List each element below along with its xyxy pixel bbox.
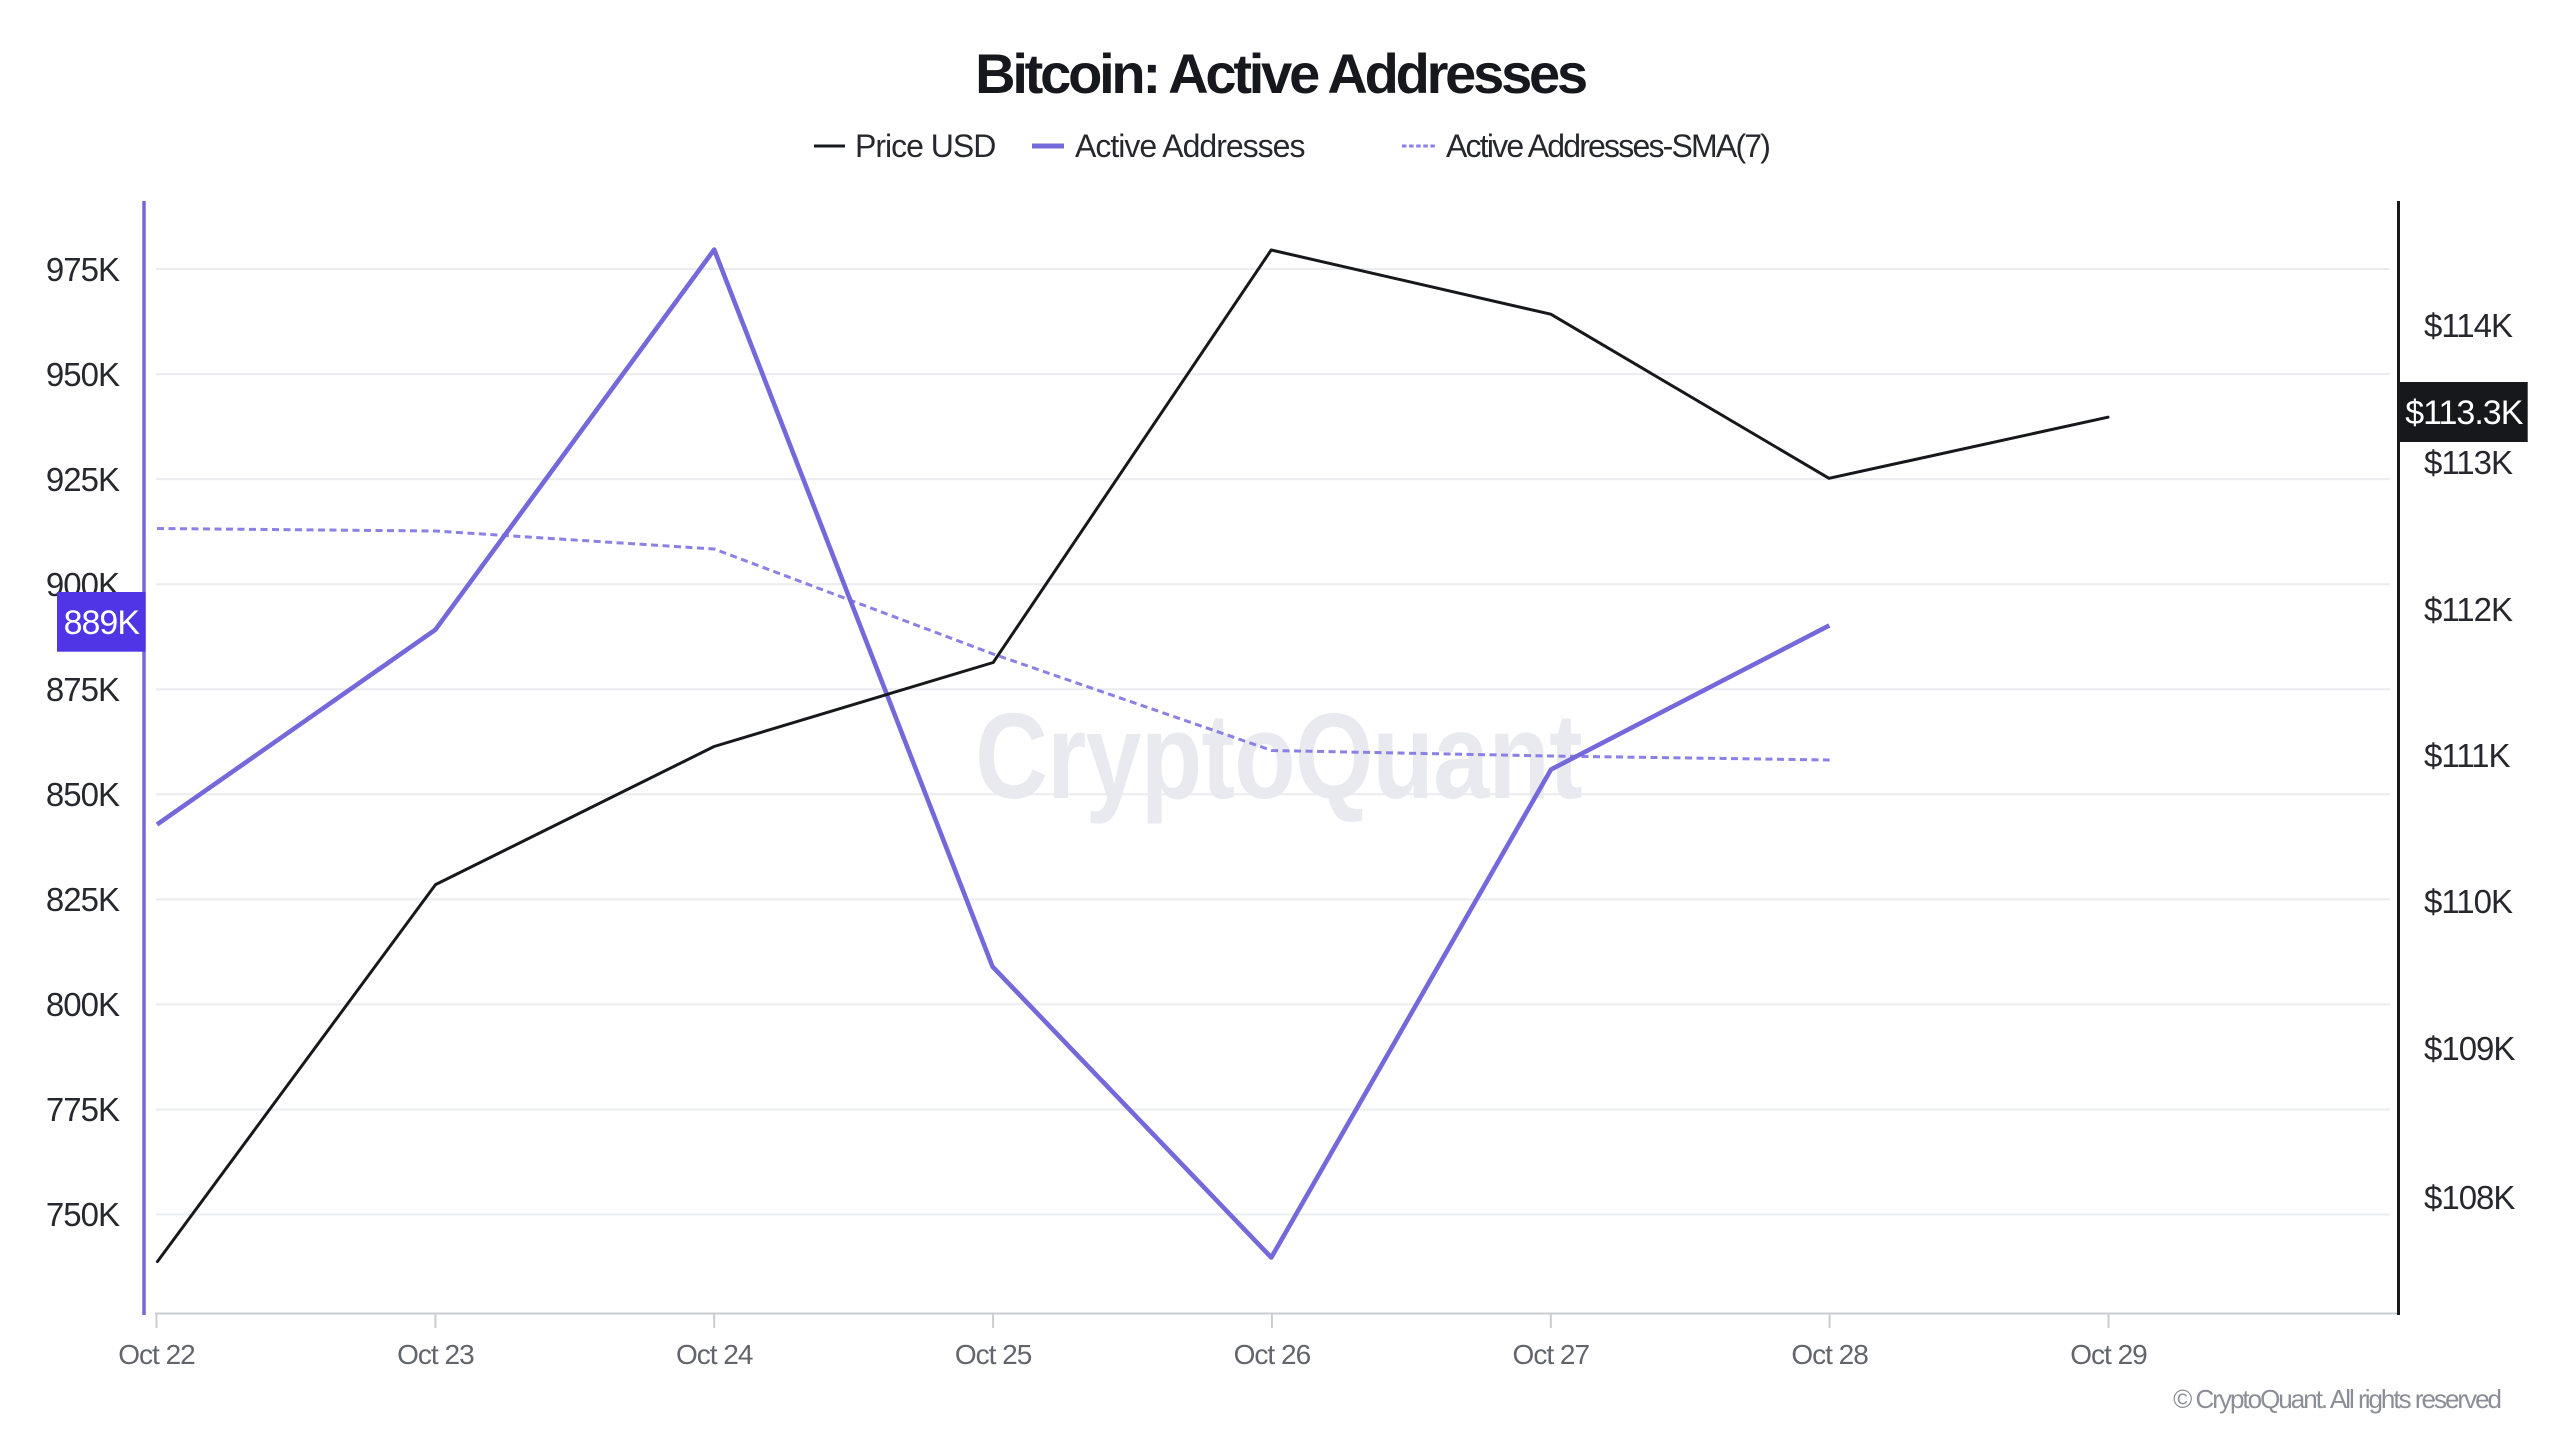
svg-text:925K: 925K: [46, 461, 120, 498]
svg-text:Oct 24: Oct 24: [676, 1339, 753, 1370]
svg-text:875K: 875K: [46, 671, 120, 708]
svg-text:850K: 850K: [46, 776, 120, 813]
svg-text:975K: 975K: [46, 251, 120, 288]
svg-text:Oct 22: Oct 22: [118, 1339, 195, 1370]
svg-text:Active Addresses-SMA(7): Active Addresses-SMA(7): [1446, 128, 1769, 164]
svg-text:889K: 889K: [64, 604, 141, 642]
svg-text:$110K: $110K: [2424, 883, 2513, 920]
svg-text:$113.3K: $113.3K: [2405, 394, 2523, 432]
svg-text:Oct 29: Oct 29: [2070, 1339, 2147, 1370]
svg-text:Bitcoin: Active Addresses: Bitcoin: Active Addresses: [975, 42, 1586, 105]
svg-text:$109K: $109K: [2424, 1030, 2515, 1067]
svg-text:$113K: $113K: [2424, 444, 2513, 481]
svg-text:750K: 750K: [46, 1196, 120, 1233]
svg-text:Oct 27: Oct 27: [1513, 1339, 1590, 1370]
svg-text:Oct 26: Oct 26: [1234, 1339, 1311, 1370]
svg-text:Price USD: Price USD: [855, 128, 995, 164]
svg-text:775K: 775K: [46, 1091, 120, 1128]
svg-text:$112K: $112K: [2424, 591, 2513, 628]
svg-text:950K: 950K: [46, 356, 120, 393]
svg-text:825K: 825K: [46, 881, 120, 918]
svg-text:$108K: $108K: [2424, 1179, 2515, 1216]
svg-text:800K: 800K: [46, 986, 120, 1023]
svg-text:$111K: $111K: [2424, 737, 2511, 774]
svg-text:Active Addresses: Active Addresses: [1075, 128, 1304, 164]
svg-text:Oct 23: Oct 23: [397, 1339, 474, 1370]
svg-text:© CryptoQuant. All rights rese: © CryptoQuant. All rights reserved: [2173, 1384, 2500, 1414]
svg-text:Oct 28: Oct 28: [1791, 1339, 1868, 1370]
svg-text:Oct 25: Oct 25: [955, 1339, 1032, 1370]
svg-text:$114K: $114K: [2424, 307, 2513, 344]
